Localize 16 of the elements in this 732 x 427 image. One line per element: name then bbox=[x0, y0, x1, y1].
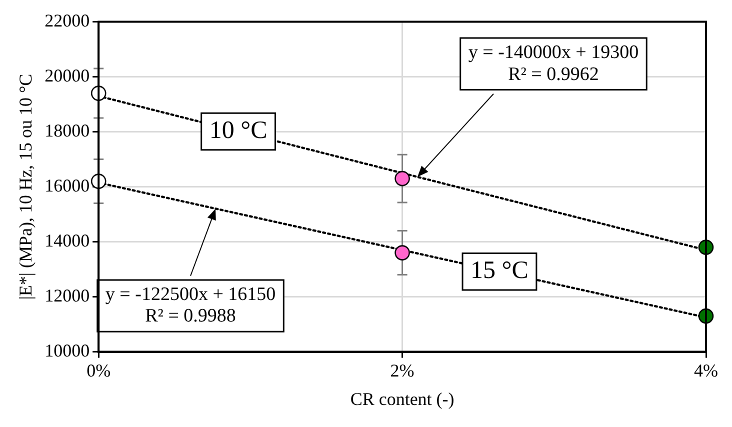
y-axis-title: |E*| (MPa), 10 Hz, 15 ou 10 °C bbox=[16, 74, 36, 300]
y-tick-label: 16000 bbox=[44, 176, 90, 196]
series-label: 15 °C bbox=[470, 257, 528, 284]
y-tick-label: 22000 bbox=[44, 10, 90, 31]
x-axis-title: CR content (-) bbox=[350, 388, 454, 409]
annotation: y = -140000x + 19300 R² = 0.9962 bbox=[468, 42, 639, 85]
y-tick-label: 20000 bbox=[44, 66, 90, 86]
annotation: y = -122500x + 16150 R² = 0.9988 bbox=[105, 284, 276, 327]
y-tick-label: 12000 bbox=[44, 286, 90, 306]
y-tick-label: 10000 bbox=[44, 340, 90, 361]
x-tick-label: 4% bbox=[694, 360, 718, 380]
x-tick-label: 0% bbox=[86, 360, 111, 380]
y-tick-label: 18000 bbox=[44, 120, 90, 141]
series-label: 10 °C bbox=[209, 117, 268, 144]
x-tick-label: 2% bbox=[390, 360, 414, 380]
y-tick-label: 14000 bbox=[44, 230, 90, 251]
